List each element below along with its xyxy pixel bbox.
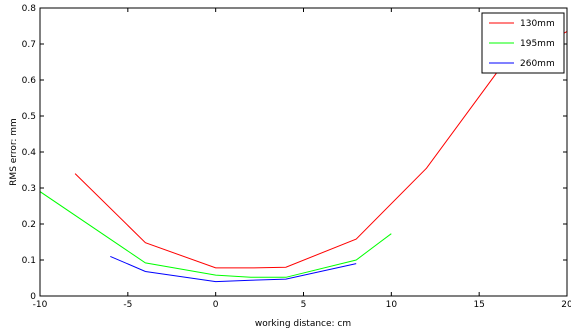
ticks-layer: -10 -5 0 5 10 15 20 0 0.1 0.2 0.3 0.4 0.5 0.6 0.7 0.8 [22,4,571,310]
x-tick-label: 10 [386,300,398,310]
y-tick-label: 0.8 [22,4,37,14]
y-tick-label: 0.6 [22,76,37,86]
y-tick-label: 0 [30,292,36,302]
y-tick-label: 0.1 [22,256,36,266]
y-tick-label: 0.4 [22,148,37,158]
x-tick-label: -5 [123,300,132,310]
series-line-195mm [40,191,392,278]
y-tick-label: 0.3 [22,184,36,194]
legend-label: 195mm [520,39,555,49]
x-axis-label: working distance: cm [255,319,351,329]
x-tick-label: 15 [473,300,484,310]
x-tick-label: -10 [33,300,48,310]
x-tick-label: 20 [561,300,571,310]
legend-label: 260mm [520,59,555,69]
y-axis-label: RMS error: mm [9,118,19,186]
y-tick-label: 0.7 [22,40,36,50]
y-tick-label: 0.5 [22,112,36,122]
series-line-260mm [110,255,357,283]
x-tick-label: 0 [213,300,219,310]
series-layer [40,30,567,283]
legend: 130mm 195mm 260mm [481,12,565,74]
x-tick-label: 5 [301,300,307,310]
series-line-130mm [74,30,567,269]
legend-label: 130mm [520,19,555,29]
y-tick-label: 0.2 [22,220,36,230]
